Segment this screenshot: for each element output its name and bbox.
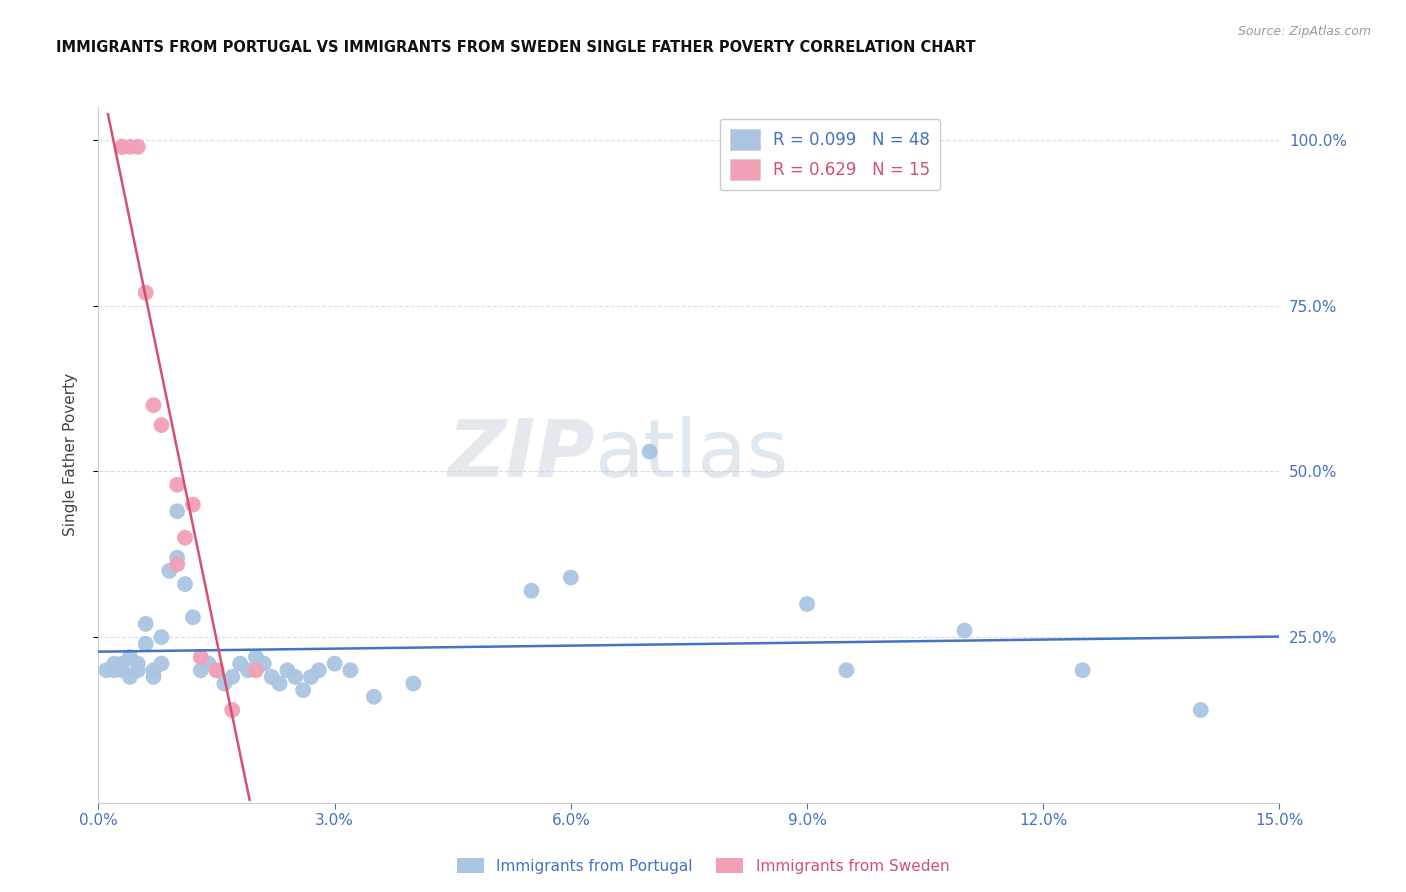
Point xyxy=(339,663,361,677)
Point xyxy=(269,676,291,690)
Point xyxy=(103,663,125,677)
Point xyxy=(245,663,267,677)
Point xyxy=(284,670,307,684)
Legend: R = 0.099   N = 48, R = 0.629   N = 15: R = 0.099 N = 48, R = 0.629 N = 15 xyxy=(720,119,941,190)
Point xyxy=(229,657,252,671)
Point xyxy=(221,703,243,717)
Legend: Immigrants from Portugal, Immigrants from Sweden: Immigrants from Portugal, Immigrants fro… xyxy=(451,852,955,880)
Text: Source: ZipAtlas.com: Source: ZipAtlas.com xyxy=(1237,25,1371,38)
Text: atlas: atlas xyxy=(595,416,789,494)
Point xyxy=(150,657,173,671)
Point xyxy=(142,398,165,412)
Text: IMMIGRANTS FROM PORTUGAL VS IMMIGRANTS FROM SWEDEN SINGLE FATHER POVERTY CORRELA: IMMIGRANTS FROM PORTUGAL VS IMMIGRANTS F… xyxy=(56,40,976,55)
Point xyxy=(150,418,173,433)
Point xyxy=(953,624,976,638)
Point xyxy=(835,663,858,677)
Point xyxy=(111,663,134,677)
Point xyxy=(520,583,543,598)
Point xyxy=(214,676,236,690)
Point xyxy=(174,577,197,591)
Point xyxy=(253,657,276,671)
Point xyxy=(96,663,118,677)
Point xyxy=(150,630,173,644)
Point xyxy=(1189,703,1212,717)
Point xyxy=(135,616,157,631)
Point xyxy=(111,657,134,671)
Point xyxy=(560,570,582,584)
Point xyxy=(166,558,188,572)
Point xyxy=(127,663,149,677)
Point xyxy=(118,650,141,665)
Point xyxy=(190,663,212,677)
Point xyxy=(166,504,188,518)
Point xyxy=(292,683,315,698)
Point xyxy=(323,657,346,671)
Point xyxy=(135,285,157,300)
Point xyxy=(142,670,165,684)
Point xyxy=(174,531,197,545)
Point xyxy=(103,657,125,671)
Point xyxy=(197,657,219,671)
Point xyxy=(181,610,204,624)
Point xyxy=(205,663,228,677)
Point xyxy=(299,670,322,684)
Point xyxy=(111,140,134,154)
Point xyxy=(276,663,298,677)
Point xyxy=(166,550,188,565)
Point xyxy=(308,663,330,677)
Point xyxy=(127,140,149,154)
Point xyxy=(363,690,385,704)
Point xyxy=(236,663,259,677)
Point xyxy=(245,650,267,665)
Point xyxy=(638,444,661,458)
Point xyxy=(118,670,141,684)
Point xyxy=(796,597,818,611)
Point xyxy=(142,663,165,677)
Y-axis label: Single Father Poverty: Single Father Poverty xyxy=(63,374,77,536)
Point xyxy=(260,670,283,684)
Point xyxy=(402,676,425,690)
Text: ZIP: ZIP xyxy=(447,416,595,494)
Point xyxy=(135,637,157,651)
Point xyxy=(190,650,212,665)
Point xyxy=(221,670,243,684)
Point xyxy=(1071,663,1094,677)
Point xyxy=(111,140,134,154)
Point xyxy=(166,477,188,491)
Point xyxy=(181,498,204,512)
Point xyxy=(205,663,228,677)
Point xyxy=(157,564,180,578)
Point xyxy=(118,140,141,154)
Point xyxy=(127,657,149,671)
